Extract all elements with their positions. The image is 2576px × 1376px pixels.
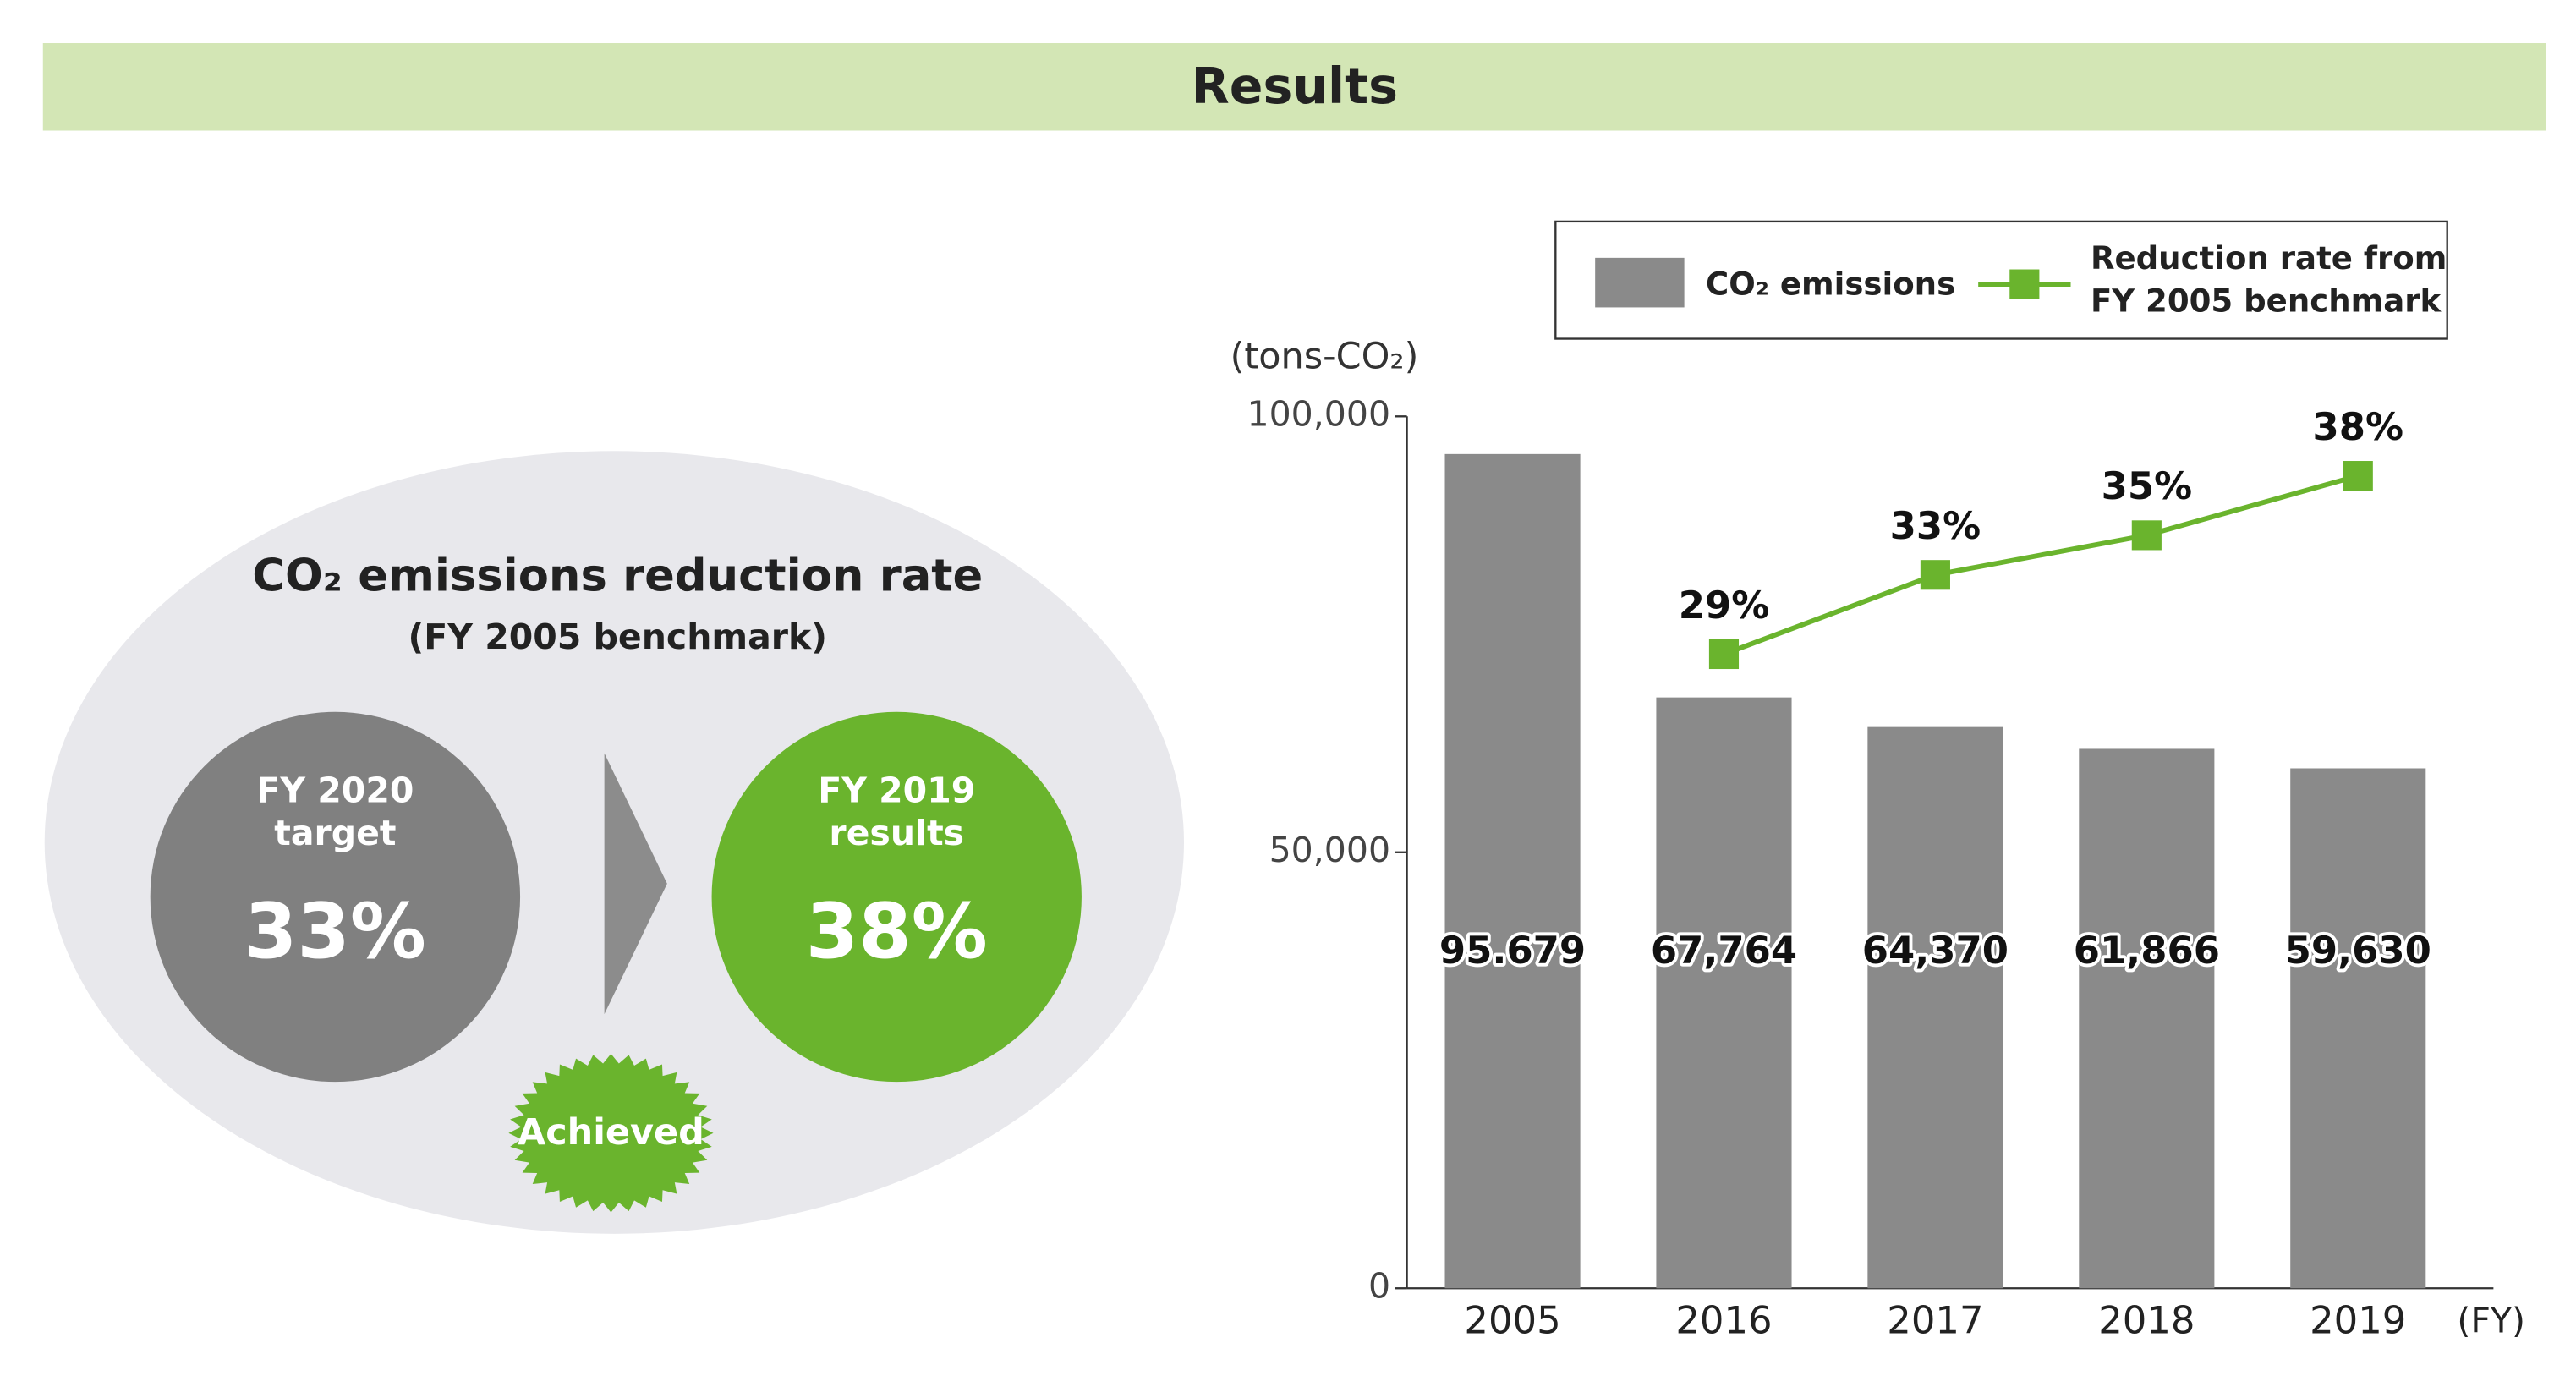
target-label: target [274, 813, 396, 853]
x-unit: (FY) [2457, 1300, 2525, 1340]
target-circle [150, 711, 521, 1083]
line-value-label: 29% [1679, 583, 1769, 628]
bar-value-label: 61,866 [2074, 928, 2220, 973]
result-label: FY 2019 [818, 770, 975, 810]
legend-label: Reduction rate from FY 2005 benchmark [2091, 239, 2447, 319]
line-marker [2131, 520, 2162, 551]
badge-text: Achieved [518, 1111, 704, 1154]
bar-value-label: 59,630 [2285, 928, 2431, 973]
y-tick-label: 50,000 [1269, 830, 1390, 870]
y-tick-label: 100,000 [1247, 393, 1391, 434]
line-marker [1920, 560, 1950, 590]
bar [1444, 453, 1581, 1289]
x-tick-label: 2016 [1675, 1297, 1772, 1342]
line-value-label: 35% [2102, 463, 2192, 508]
bar [2290, 768, 2426, 1289]
x-tick-label: 2005 [1464, 1297, 1560, 1342]
target-label: FY 2020 [256, 770, 414, 810]
line [1723, 473, 2360, 657]
legend-swatch [1595, 257, 1685, 308]
arrow [604, 753, 667, 1015]
line-value-label: 38% [2313, 404, 2403, 449]
legend-marker [2009, 269, 2040, 299]
x-tick-label: 2017 [1887, 1297, 1983, 1342]
bar [1656, 697, 1792, 1289]
bar [2079, 748, 2215, 1289]
result-circle [711, 711, 1082, 1083]
legend-box [1554, 220, 2448, 340]
line-value-label: 33% [1890, 503, 1981, 548]
x-tick-label: 2018 [2098, 1297, 2195, 1342]
target-value: 33% [244, 888, 426, 976]
result-value: 38% [806, 888, 988, 976]
summary-subtitle: (FY 2005 benchmark) [408, 617, 827, 657]
header-title: Results [1192, 58, 1398, 115]
y-axis-label: (tons-CO₂) [1230, 335, 1419, 377]
result-label: results [829, 813, 964, 853]
bar-value-label: 95.679 [1439, 928, 1586, 973]
badge-burst [508, 1053, 714, 1213]
y-tick-label: 0 [1368, 1265, 1390, 1306]
header-band [42, 43, 2546, 131]
summary-title: CO₂ emissions reduction rate [252, 550, 983, 601]
legend-label: CO₂ emissions [1706, 266, 1955, 303]
x-tick-label: 2019 [2310, 1297, 2406, 1342]
line-marker [2343, 461, 2373, 491]
line-marker [1708, 639, 1740, 670]
bar-value-label: 67,764 [1651, 928, 1797, 973]
bar [1867, 726, 2003, 1289]
bar-value-label: 64,370 [1862, 928, 2009, 973]
